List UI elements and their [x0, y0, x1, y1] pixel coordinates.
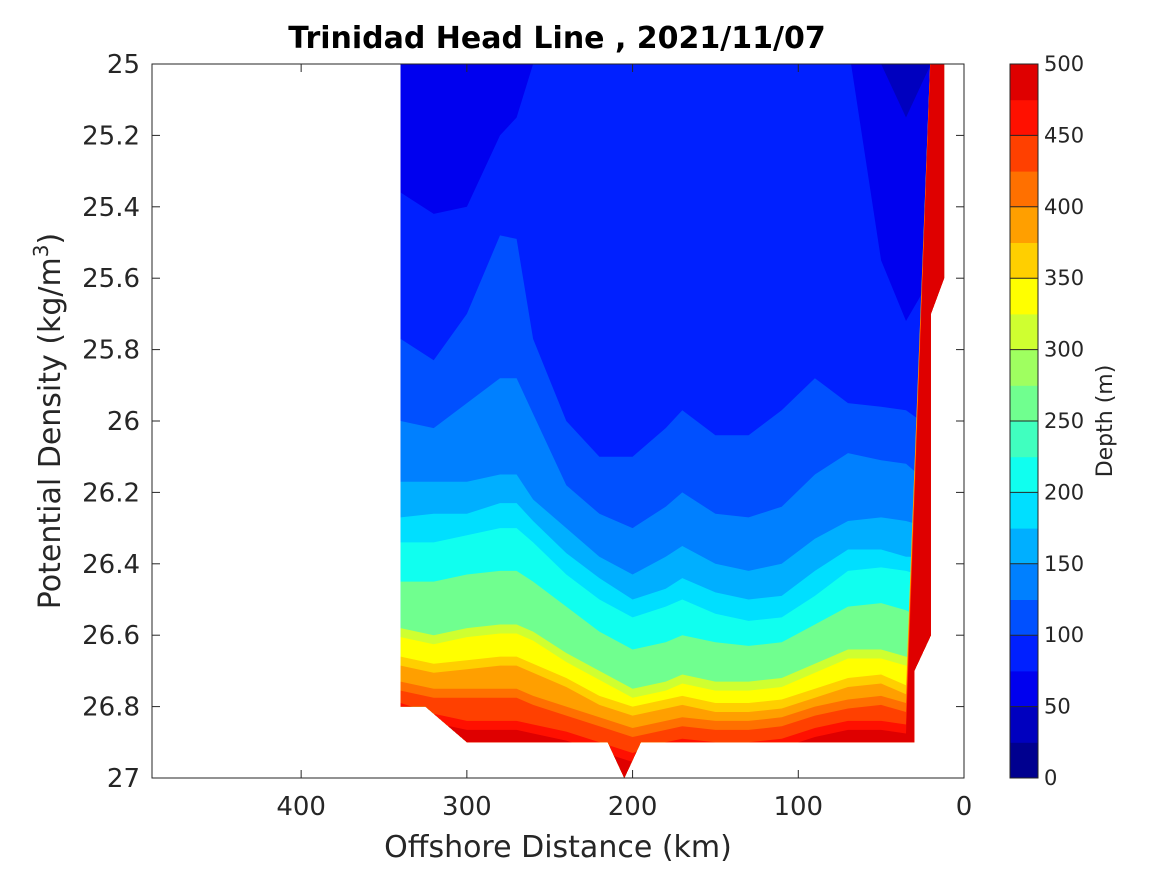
colorbar-swatch — [1010, 171, 1038, 208]
colorbar-swatch — [1010, 421, 1038, 458]
colorbar-swatch — [1010, 563, 1038, 600]
colorbar-tick-label: 450 — [1044, 123, 1084, 147]
y-tick-label: 25.4 — [82, 193, 140, 223]
y-tick-label: 26.8 — [82, 693, 140, 723]
colorbar-swatch — [1010, 99, 1038, 136]
colorbar-tick-label: 250 — [1044, 409, 1084, 433]
colorbar-tick-label: 500 — [1044, 52, 1084, 76]
colorbar-swatch — [1010, 492, 1038, 529]
colorbar-swatch — [1010, 206, 1038, 243]
y-tick-label: 26.4 — [82, 550, 140, 580]
colorbar-swatch — [1010, 456, 1038, 493]
colorbar-swatch — [1010, 278, 1038, 315]
x-tick-label: 300 — [442, 792, 492, 822]
y-axis-label: Potential Density (kg/m3) — [29, 233, 68, 609]
colorbar-tick-label: 100 — [1044, 623, 1084, 647]
y-tick-label: 26.6 — [82, 621, 140, 651]
y-tick-label: 27 — [107, 764, 140, 794]
x-tick-label: 200 — [608, 792, 658, 822]
colorbar-swatch — [1010, 64, 1038, 101]
x-axis: 400 300 200 100 0 — [276, 64, 972, 822]
x-tick-label: 0 — [956, 792, 973, 822]
colorbar-tick-label: 350 — [1044, 266, 1084, 290]
x-tick-label: 400 — [276, 792, 326, 822]
y-tick-label: 25.8 — [82, 336, 140, 366]
y-tick-label: 25.2 — [82, 121, 140, 151]
y-tick-label: 26 — [107, 407, 140, 437]
colorbar-tick-label: 0 — [1044, 766, 1057, 790]
colorbar-swatch — [1010, 635, 1038, 672]
colorbar-swatch — [1010, 385, 1038, 422]
chart-title: Trinidad Head Line , 2021/11/07 — [288, 21, 825, 56]
colorbar-tick-label: 50 — [1044, 695, 1071, 719]
y-axis-label-superscript: 3 — [29, 244, 53, 257]
x-tick-label: 100 — [773, 792, 823, 822]
y-axis: 25 25.2 25.4 25.6 25.8 26 26.2 26.4 26.6 26.8 27 — [82, 50, 964, 794]
y-tick-label: 26.2 — [82, 478, 140, 508]
colorbar-swatch — [1010, 528, 1038, 565]
colorbar-tick-label: 300 — [1044, 338, 1084, 362]
colorbar-swatch — [1010, 670, 1038, 708]
y-tick-label: 25.6 — [82, 264, 140, 294]
colorbar-swatch — [1010, 313, 1038, 351]
y-tick-label: 25 — [107, 50, 140, 80]
colorbar-tick-label: 150 — [1044, 552, 1084, 576]
colorbar-swatch — [1010, 135, 1038, 172]
colorbar-label: Depth (m) — [1093, 365, 1118, 478]
colorbar-swatch — [1010, 599, 1038, 636]
x-axis-label: Offshore Distance (km) — [384, 830, 732, 865]
colorbar-swatch — [1010, 349, 1038, 386]
colorbar-swatch — [1010, 742, 1038, 779]
colorbar-swatch — [1010, 242, 1038, 279]
colorbar: 0 50 100 150 200 250 300 350 400 450 500 — [1009, 52, 1084, 790]
colorbar-swatch — [1010, 706, 1038, 743]
colorbar-tick-label: 200 — [1044, 480, 1084, 504]
colorbar-tick-label: 400 — [1044, 195, 1084, 219]
